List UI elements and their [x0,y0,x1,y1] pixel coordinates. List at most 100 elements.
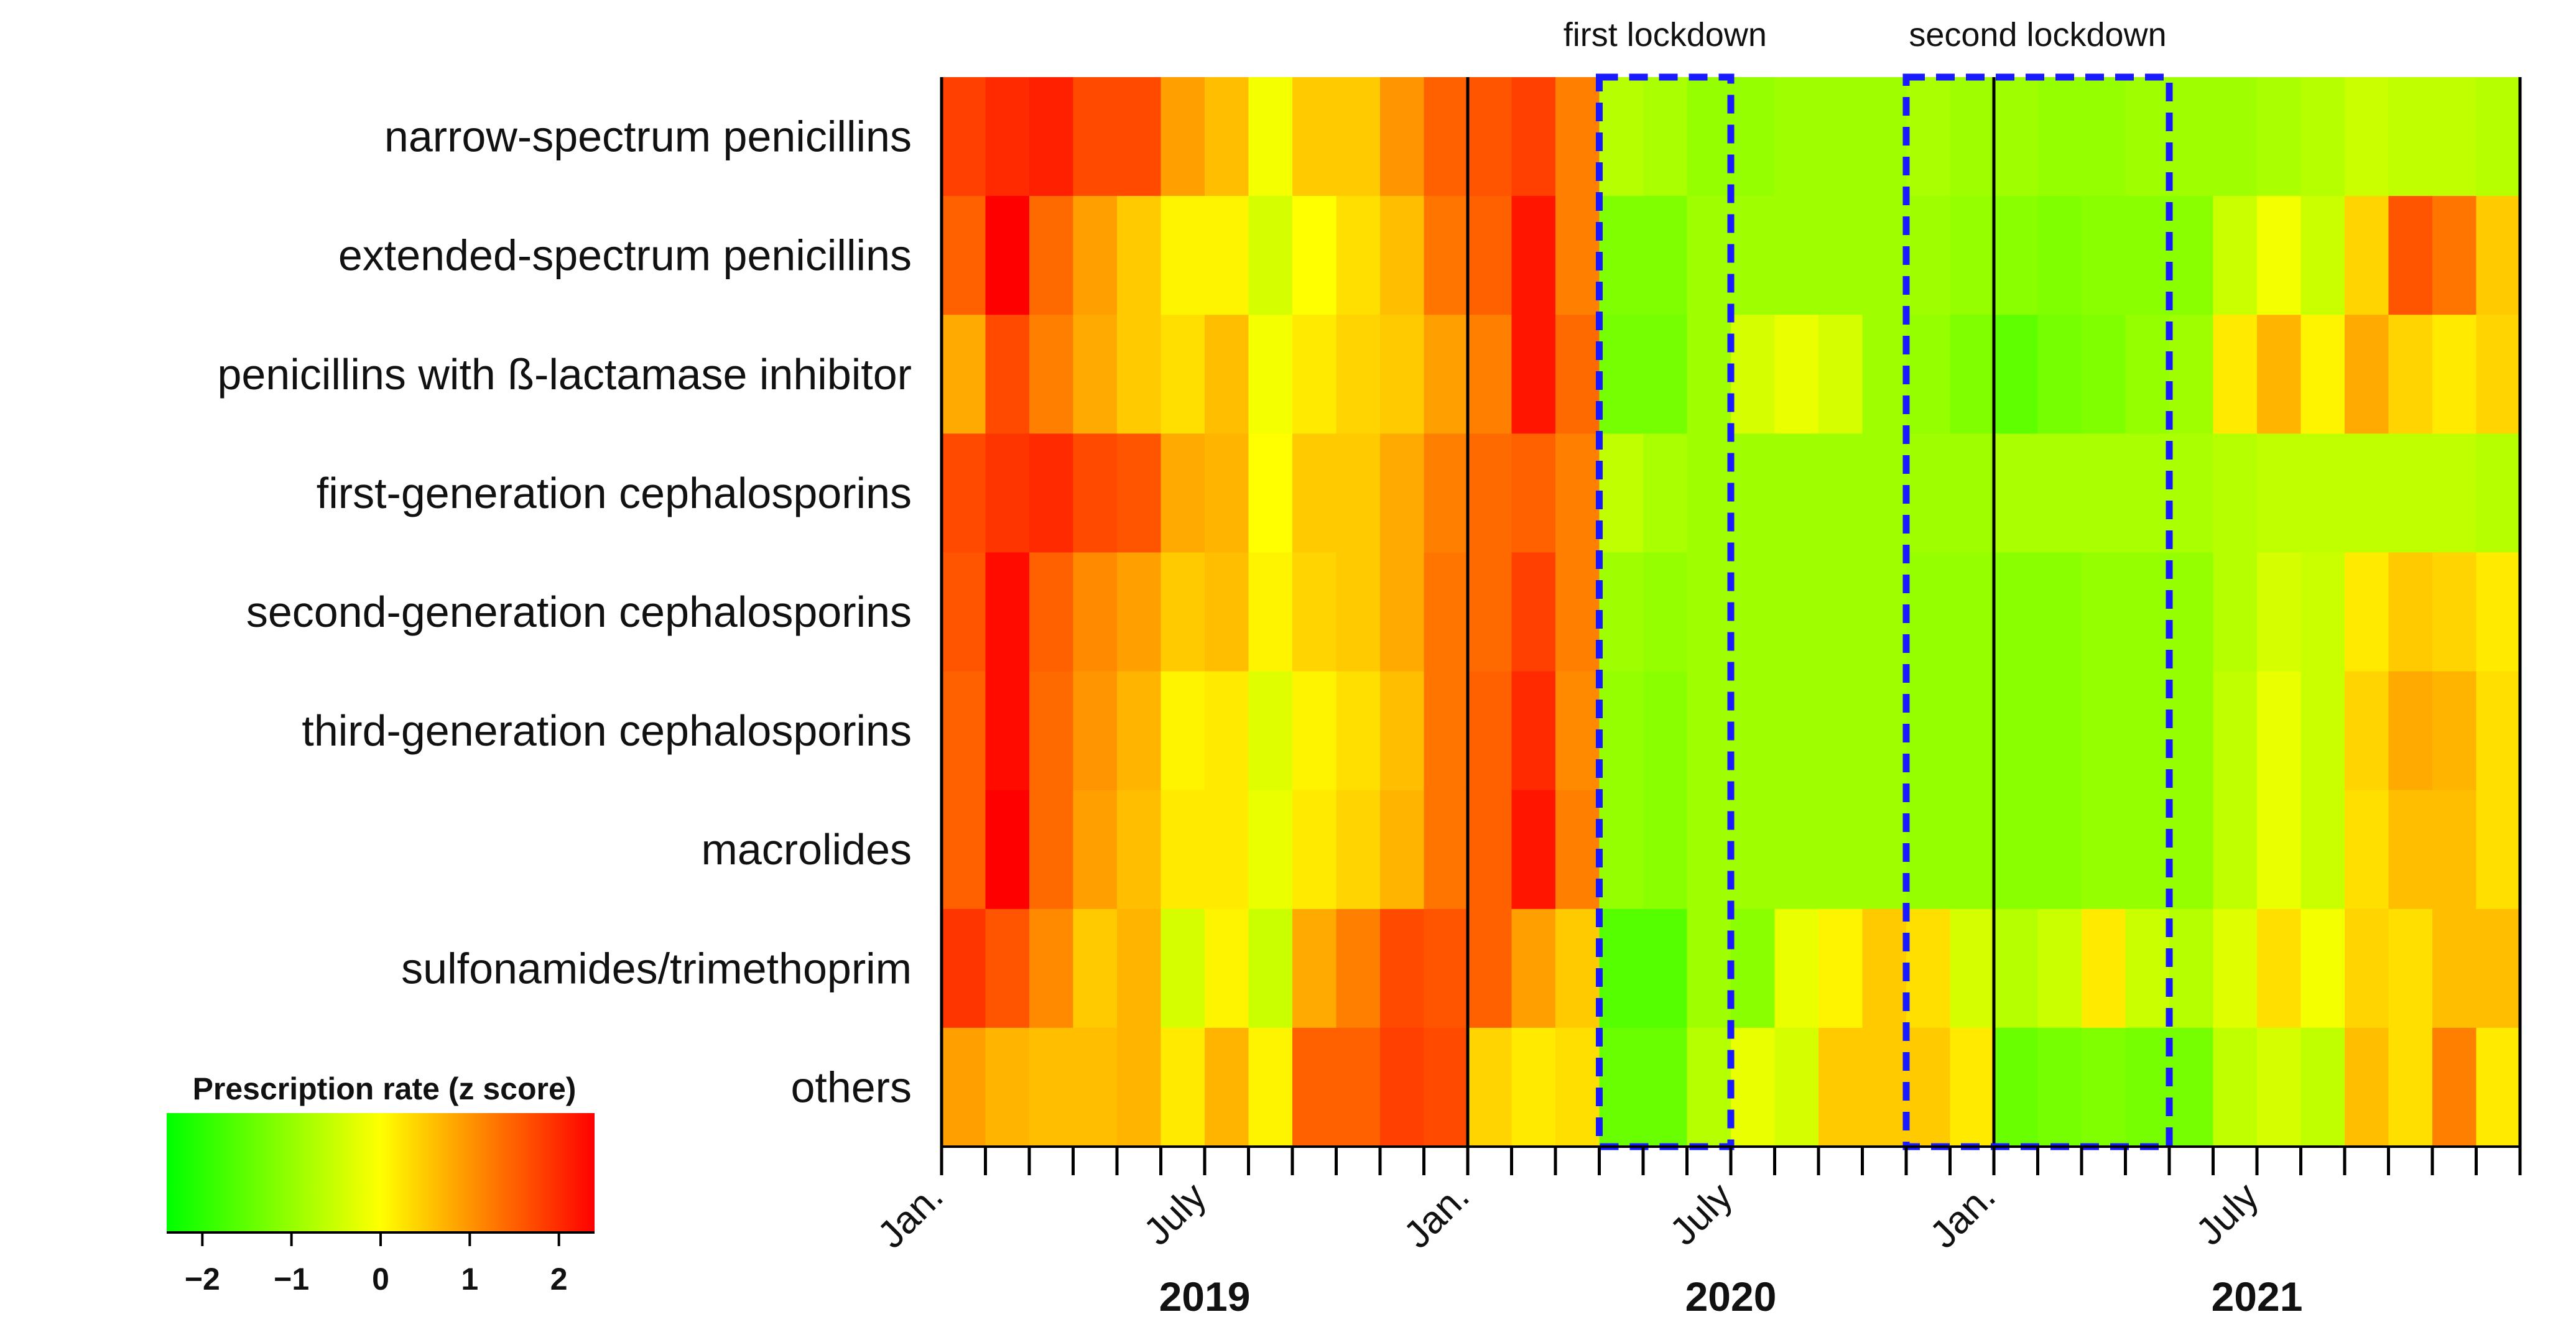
heatmap-cell [1687,77,1731,196]
heatmap-cell [942,77,986,196]
heatmap-cell [2125,908,2170,1028]
heatmap-cell [1336,790,1381,910]
heatmap-cell [1774,77,1819,196]
row-labels: narrow-spectrum penicillins extended-spec… [217,113,912,1112]
heatmap-cell [1818,315,1863,434]
heatmap-cell [2388,671,2433,791]
heatmap-cell [1643,196,1688,315]
heatmap-cell [1599,790,1644,910]
heatmap-cell [1862,790,1907,910]
heatmap-cell [1073,433,1118,553]
heatmap-cell [1906,77,1951,196]
heatmap-cell [1511,552,1556,672]
heatmap-cell [1380,552,1425,672]
heatmap-cell [1643,77,1688,196]
x-axis: Jan. July Jan. July Jan. July 2019 2020 2021 [869,1145,2522,1320]
heatmap-cell [1511,433,1556,553]
heatmap-cell [2169,315,2214,434]
heatmap-cell [1161,908,1205,1028]
heatmap-cell [942,315,986,434]
heatmap-cell [1731,552,1776,672]
heatmap-cell [2300,315,2345,434]
heatmap-cell [985,315,1030,434]
heatmap-cell [1511,908,1556,1028]
heatmap-cell [1161,1027,1205,1147]
heatmap-cell [1292,908,1337,1028]
heatmap-cell [2257,908,2302,1028]
heatmap-cell [1906,433,1951,553]
heatmap-cell [1336,1027,1381,1147]
heatmap-cell [2476,196,2521,315]
heatmap-cell [1687,552,1731,672]
heatmap-cell [1774,315,1819,434]
heatmap-cell [1950,196,1995,315]
heatmap-cell [1248,196,1293,315]
heatmap-cell [2082,790,2126,910]
heatmap-cell [1555,433,1600,553]
heatmap-cell [1205,552,1249,672]
heatmap-cell [1468,671,1513,791]
heatmap-cell [1511,790,1556,910]
heatmap-cell [1599,433,1644,553]
heatmap-cell [2213,552,2258,672]
heatmap-cell [985,196,1030,315]
heatmap-cell [1468,790,1513,910]
heatmap-cell [1687,908,1731,1028]
heatmap-cell [1336,671,1381,791]
heatmap-cell [2125,433,2170,553]
heatmap-cell [2388,790,2433,910]
heatmap-cell [1906,1027,1951,1147]
heatmap-cell [1862,77,1907,196]
heatmap-cell [985,1027,1030,1147]
heatmap-cell [2300,1027,2345,1147]
heatmap-cell [2213,790,2258,910]
heatmap-cell [1818,671,1863,791]
heatmap-cell [2257,196,2302,315]
heatmap-cell [1511,196,1556,315]
heatmap-cell [1950,433,1995,553]
year-label: 2021 [2212,1273,2303,1320]
heatmap-cell [2257,671,2302,791]
heatmap-cell [1248,315,1293,434]
colorbar-gradient [167,1113,595,1232]
lockdown-label: first lockdown [1564,16,1767,53]
heatmap-cell [1687,790,1731,910]
heatmap-cell [1555,671,1600,791]
heatmap-cell [1117,908,1162,1028]
heatmap-cell [1073,908,1118,1028]
heatmap-cell [1731,790,1776,910]
heatmap-cell [1248,908,1293,1028]
row-label: narrow-spectrum penicillins [384,113,912,161]
heatmap-cell [1424,196,1468,315]
heatmap-cell [1073,552,1118,672]
heatmap-cell [1950,315,1995,434]
heatmap-cell [1117,790,1162,910]
heatmap-cell [2388,1027,2433,1147]
heatmap-cell [1292,433,1337,553]
heatmap-cell [2169,908,2214,1028]
heatmap-cell [1555,790,1600,910]
heatmap-cell [1161,790,1205,910]
heatmap-cell [2037,433,2082,553]
heatmap-cell [2345,77,2389,196]
heatmap-cell [1248,1027,1293,1147]
heatmap-cell [1555,196,1600,315]
heatmap-cell [1906,552,1951,672]
colorbar-tick-label: −2 [185,1262,220,1297]
heatmap-cell [1336,908,1381,1028]
heatmap-cell [1424,552,1468,672]
heatmap-cell [2345,671,2389,791]
heatmap-cell [2432,552,2477,672]
heatmap-cell [2345,433,2389,553]
heatmap-cell [1073,790,1118,910]
heatmap-cell [2476,315,2521,434]
heatmap-cell [2345,1027,2389,1147]
heatmap-cell [2257,790,2302,910]
heatmap-cell [985,908,1030,1028]
heatmap-cell [1950,671,1995,791]
heatmap-cell [1161,671,1205,791]
heatmap-cell [942,790,986,910]
heatmap-cell [2037,908,2082,1028]
heatmap-cell [942,908,986,1028]
row-label: second-generation cephalosporins [246,588,912,636]
